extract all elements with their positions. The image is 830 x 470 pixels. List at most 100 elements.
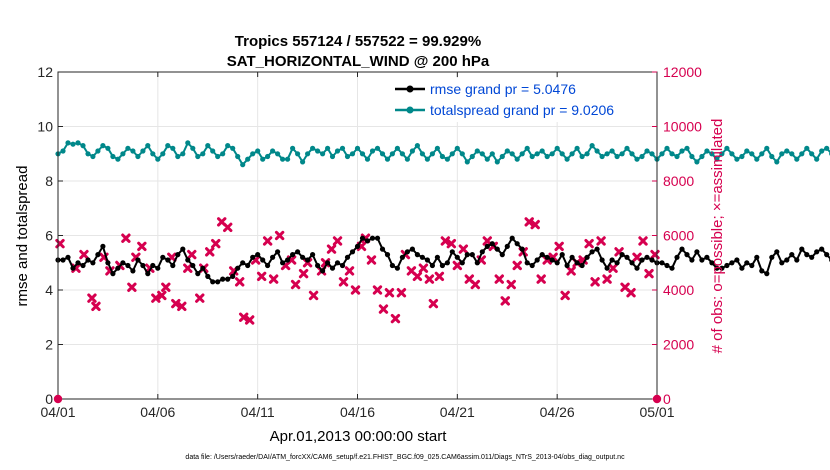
- totalspread-point: [554, 145, 560, 151]
- x-stroke: [488, 241, 498, 252]
- y-right-tick-label: 8000: [663, 173, 694, 189]
- rmse-point: [789, 252, 795, 258]
- rmse-point: [394, 265, 400, 271]
- assimilated-obs-point: [308, 290, 319, 301]
- rmse-point: [235, 265, 241, 271]
- x-stroke: [566, 266, 576, 276]
- totalspread-point: [504, 148, 510, 154]
- rmse-point: [814, 249, 820, 255]
- rmse-point: [559, 252, 565, 258]
- assimilated-obs-point: [183, 263, 193, 273]
- totalspread-point: [609, 148, 615, 154]
- x-stroke: [536, 274, 546, 284]
- rmse-point: [729, 260, 735, 266]
- totalspread-point: [604, 151, 610, 157]
- assimilated-obs-point: [366, 255, 377, 265]
- totalspread-point: [679, 148, 685, 154]
- x-stroke: [298, 268, 309, 279]
- assimilated-obs-point: [262, 236, 273, 246]
- x-axis-label: Apr.01,2013 00:00:00 start: [270, 428, 448, 445]
- totalspread-point: [320, 151, 326, 157]
- totalspread-point: [434, 145, 440, 151]
- rmse-point: [634, 265, 640, 271]
- x-tick-label: 04/01: [40, 404, 75, 420]
- rmse-point: [479, 249, 485, 255]
- totalspread-point: [260, 156, 266, 162]
- totalspread-point: [205, 143, 211, 149]
- x-stroke: [378, 304, 389, 314]
- totalspread-point: [285, 156, 291, 162]
- totalspread-point: [160, 151, 166, 157]
- assimilated-obs-point: [298, 268, 309, 279]
- x-stroke: [187, 249, 197, 260]
- x-stroke: [524, 217, 534, 227]
- totalspread-point: [280, 156, 286, 162]
- totalspread-point: [140, 148, 146, 154]
- x-stroke: [620, 282, 630, 292]
- totalspread-point: [709, 151, 715, 157]
- rmse-point: [794, 257, 800, 263]
- assimilated-obs-point: [238, 312, 249, 322]
- totalspread-point: [639, 153, 645, 160]
- assimilated-obs-point: [390, 313, 401, 324]
- x-stroke: [366, 255, 377, 265]
- x-stroke: [127, 282, 137, 292]
- totalspread-point: [359, 151, 366, 157]
- totalspread-point: [694, 159, 700, 165]
- totalspread-point: [389, 151, 395, 157]
- totalspread-point: [325, 145, 331, 151]
- assimilated-obs-point: [458, 244, 469, 254]
- totalspread-point: [499, 153, 505, 160]
- x-stroke: [274, 230, 285, 241]
- assimilated-obs-point: [626, 288, 636, 298]
- totalspread-point: [674, 153, 680, 160]
- rmse-point: [774, 249, 780, 255]
- rmse-point: [594, 246, 600, 252]
- x-stroke: [268, 274, 279, 284]
- rmse-point: [734, 257, 740, 263]
- totalspread-point: [794, 156, 800, 162]
- totalspread-point: [190, 145, 196, 151]
- totalspread-point: [419, 151, 425, 157]
- totalspread-point: [559, 151, 565, 157]
- totalspread-point: [744, 148, 750, 154]
- totalspread-point: [165, 143, 171, 149]
- assimilated-obs-point: [440, 236, 451, 246]
- x-stroke: [286, 255, 297, 265]
- rmse-point: [589, 249, 595, 255]
- totalspread-point: [594, 148, 600, 154]
- y-right-tick-label: 2000: [663, 337, 694, 353]
- assimilated-obs-point: [161, 282, 171, 292]
- x-stroke: [596, 236, 606, 246]
- totalspread-point: [155, 156, 161, 162]
- rmse-point: [275, 249, 281, 255]
- totalspread-point: [329, 153, 336, 160]
- y-left-tick-label: 6: [45, 228, 53, 244]
- rmse-point: [784, 257, 790, 263]
- rmse-point: [584, 254, 590, 260]
- totalspread-point: [100, 143, 106, 149]
- totalspread-point: [424, 156, 430, 162]
- x-stroke: [406, 266, 417, 276]
- assimilated-obs-point: [87, 293, 97, 303]
- x-stroke: [105, 266, 115, 276]
- rmse-point: [185, 257, 191, 263]
- totalspread-point: [819, 148, 825, 154]
- x-stroke: [250, 255, 261, 265]
- rmse-point: [245, 262, 251, 269]
- x-stroke: [512, 260, 522, 271]
- totalspread-point: [689, 153, 695, 160]
- totalspread-point: [599, 153, 605, 160]
- totalspread-point: [195, 153, 201, 160]
- rmse-point: [699, 257, 705, 263]
- assimilated-obs-point: [584, 238, 594, 249]
- rmse-point: [459, 260, 465, 266]
- rmse-point: [679, 246, 685, 252]
- rmse-point: [409, 246, 415, 252]
- rmse-point: [280, 260, 286, 266]
- x-stroke: [584, 238, 594, 249]
- rmse-point: [230, 273, 236, 279]
- totalspread-point: [509, 151, 515, 157]
- rmse-point: [374, 235, 381, 241]
